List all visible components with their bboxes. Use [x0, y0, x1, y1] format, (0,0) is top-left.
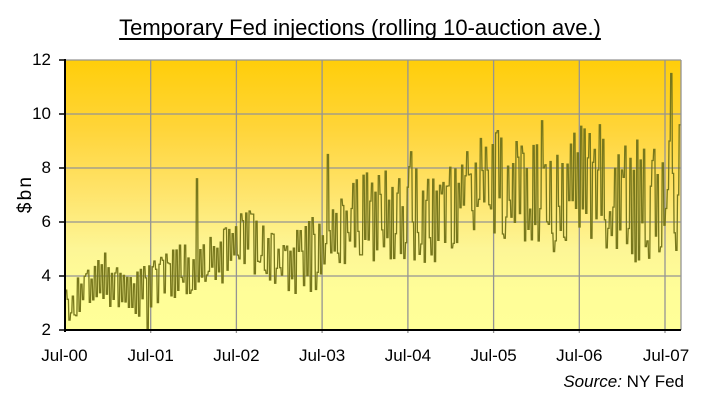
svg-text:$bn: $bn [15, 175, 36, 213]
svg-text:Jul-02: Jul-02 [213, 346, 259, 365]
svg-text:Source: NY Fed: Source: NY Fed [563, 372, 684, 391]
svg-text:12: 12 [32, 50, 51, 69]
svg-text:Jul-03: Jul-03 [299, 346, 345, 365]
svg-text:Jul-06: Jul-06 [556, 346, 602, 365]
svg-text:Jul-07: Jul-07 [643, 346, 689, 365]
svg-text:6: 6 [42, 212, 51, 231]
svg-text:Jul-01: Jul-01 [128, 346, 174, 365]
svg-text:10: 10 [32, 104, 51, 123]
svg-text:2: 2 [42, 320, 51, 339]
svg-text:8: 8 [42, 158, 51, 177]
svg-text:4: 4 [42, 266, 51, 285]
svg-text:Jul-04: Jul-04 [385, 346, 431, 365]
svg-text:Jul-05: Jul-05 [470, 346, 516, 365]
svg-text:Jul-00: Jul-00 [41, 346, 87, 365]
